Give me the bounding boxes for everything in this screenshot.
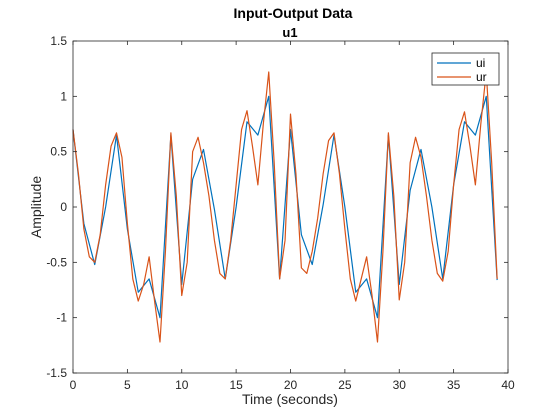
y-tick-label: 0.5: [50, 145, 67, 159]
x-tick-label: 35: [447, 378, 461, 392]
plot-area: [73, 41, 508, 373]
legend-box: [431, 52, 500, 86]
x-axis-label: Time (seconds): [242, 391, 338, 407]
x-tick-label: 40: [501, 378, 515, 392]
y-tick-label: 0: [60, 200, 67, 214]
series-layer: [72, 71, 498, 343]
legend-label-ui: ui: [476, 56, 485, 70]
legend-label-ur: ur: [476, 70, 487, 84]
chart-title: Input-Output Data: [234, 5, 353, 21]
x-tick-label: 20: [284, 378, 298, 392]
legend[interactable]: ui ur: [431, 52, 500, 86]
x-tick-label: 10: [175, 378, 189, 392]
x-tick-label: 5: [124, 378, 131, 392]
y-tick-label: 1: [60, 89, 67, 103]
chart-subtitle: u1: [282, 25, 297, 40]
y-tick-label: -1: [56, 311, 67, 325]
y-tick-label: -1.5: [46, 366, 67, 380]
series-line-ur: [72, 71, 498, 343]
x-tick-label: 0: [70, 378, 77, 392]
y-axis-label: Amplitude: [28, 176, 44, 238]
x-tick-label: 15: [229, 378, 243, 392]
y-tick-label: 1.5: [50, 34, 67, 48]
x-tick-label: 30: [393, 378, 407, 392]
x-tick-label: 25: [338, 378, 352, 392]
ticks-layer: 0 5 10 15 20 25 30 35 40 -1.5 -1 -0.5 0 0.5 1 1.5: [46, 34, 515, 392]
y-tick-label: -0.5: [46, 255, 67, 269]
